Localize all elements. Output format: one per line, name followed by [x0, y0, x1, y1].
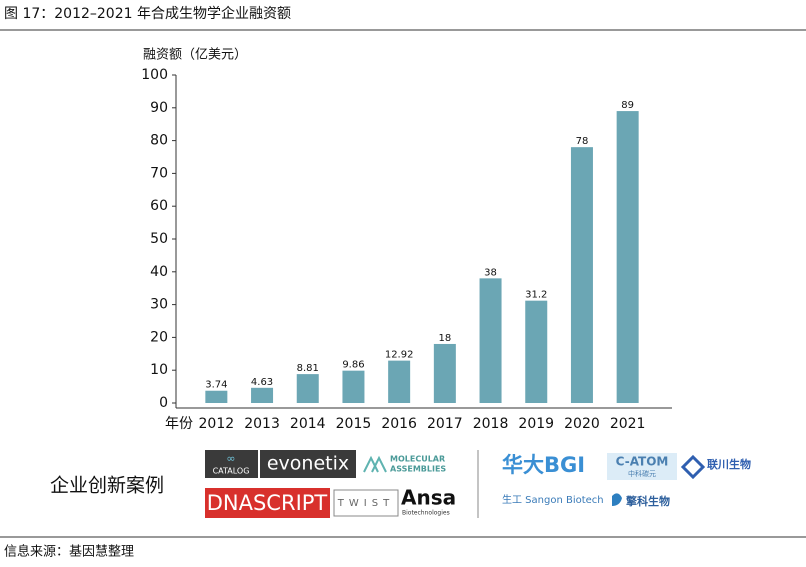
- value-label: 78: [576, 136, 589, 147]
- value-label: 12.92: [385, 350, 414, 361]
- bar: [251, 387, 274, 403]
- logo: 生工 Sangon Biotech: [502, 493, 604, 506]
- logo: evonetix: [267, 453, 349, 475]
- logo-group: ∞ CATALOG evonetix MOLECULAR ASSEMBLIES …: [205, 450, 751, 518]
- y-tick-label: 0: [159, 395, 168, 411]
- x-tick-label: 2013: [244, 416, 280, 432]
- logo-icon: [612, 493, 622, 506]
- logo: Biotechnologies: [402, 510, 450, 517]
- x-tick-label: 2015: [336, 416, 372, 432]
- logo: 联川生物: [707, 457, 751, 471]
- source-note: 信息来源：基因慧整理: [4, 544, 134, 560]
- logo: TWIST: [337, 498, 394, 509]
- value-label: 18: [438, 333, 451, 344]
- value-label: 89: [621, 100, 634, 111]
- y-tick-label: 50: [150, 231, 168, 247]
- value-label: 8.81: [297, 363, 319, 374]
- logo-bg: [333, 489, 399, 517]
- x-tick-label: 2017: [427, 416, 463, 432]
- value-label: 31.2: [525, 290, 547, 301]
- bar: [342, 370, 365, 403]
- x-tick-label: 2016: [381, 416, 417, 432]
- chart-title: 图 17：2012–2021 年合成生物学企业融资额: [4, 5, 291, 22]
- logo: DNASCRIPT: [207, 491, 328, 515]
- logo-icon: [680, 454, 706, 480]
- bar: [388, 360, 411, 403]
- logo: Ansa: [401, 486, 456, 510]
- section-label: 企业创新案例: [50, 475, 164, 497]
- logo: ASSEMBLIES: [390, 465, 446, 474]
- x-tick-label: 2021: [610, 416, 646, 432]
- x-tick-label: 2014: [290, 416, 326, 432]
- logo: CATALOG: [213, 467, 250, 476]
- logo: 中科碳元: [628, 469, 656, 478]
- bar: [296, 374, 319, 403]
- logo-bg: [205, 450, 258, 478]
- logo-icon: [363, 455, 387, 473]
- bar: [433, 343, 456, 403]
- value-label: 4.63: [251, 377, 273, 388]
- x-tick-label: 2020: [564, 416, 600, 432]
- y-tick-label: 70: [150, 165, 168, 181]
- value-label: 3.74: [205, 380, 227, 391]
- x-tick-label: 2012: [199, 416, 235, 432]
- value-label: 9.86: [342, 360, 364, 371]
- bar: [479, 278, 502, 403]
- bar: [570, 147, 593, 403]
- x-tick-label: 2019: [518, 416, 554, 432]
- y-tick-label: 30: [150, 297, 168, 313]
- x-axis-label: 年份: [165, 416, 193, 432]
- y-axis-label: 融资额（亿美元）: [143, 48, 247, 63]
- logo-bg: [260, 450, 356, 478]
- y-tick-label: 40: [150, 264, 168, 280]
- logo: C-ATOM: [616, 455, 669, 469]
- y-tick-label: 100: [141, 67, 168, 83]
- y-tick-label: 60: [150, 198, 168, 214]
- bar: [616, 111, 639, 403]
- y-tick-label: 20: [150, 329, 168, 345]
- logo-bg: [607, 453, 677, 480]
- bar: [205, 390, 228, 403]
- x-tick-label: 2018: [473, 416, 509, 432]
- logo: 擎科生物: [626, 494, 670, 508]
- logo: 华大BGI: [502, 453, 585, 477]
- logo-bg: [205, 488, 330, 518]
- logo: MOLECULAR: [390, 455, 445, 464]
- y-tick-label: 80: [150, 133, 168, 149]
- value-label: 38: [484, 267, 497, 278]
- y-tick-label: 90: [150, 100, 168, 116]
- y-tick-label: 10: [150, 362, 168, 378]
- logo-icon: ∞: [226, 452, 235, 465]
- bar: [525, 300, 548, 403]
